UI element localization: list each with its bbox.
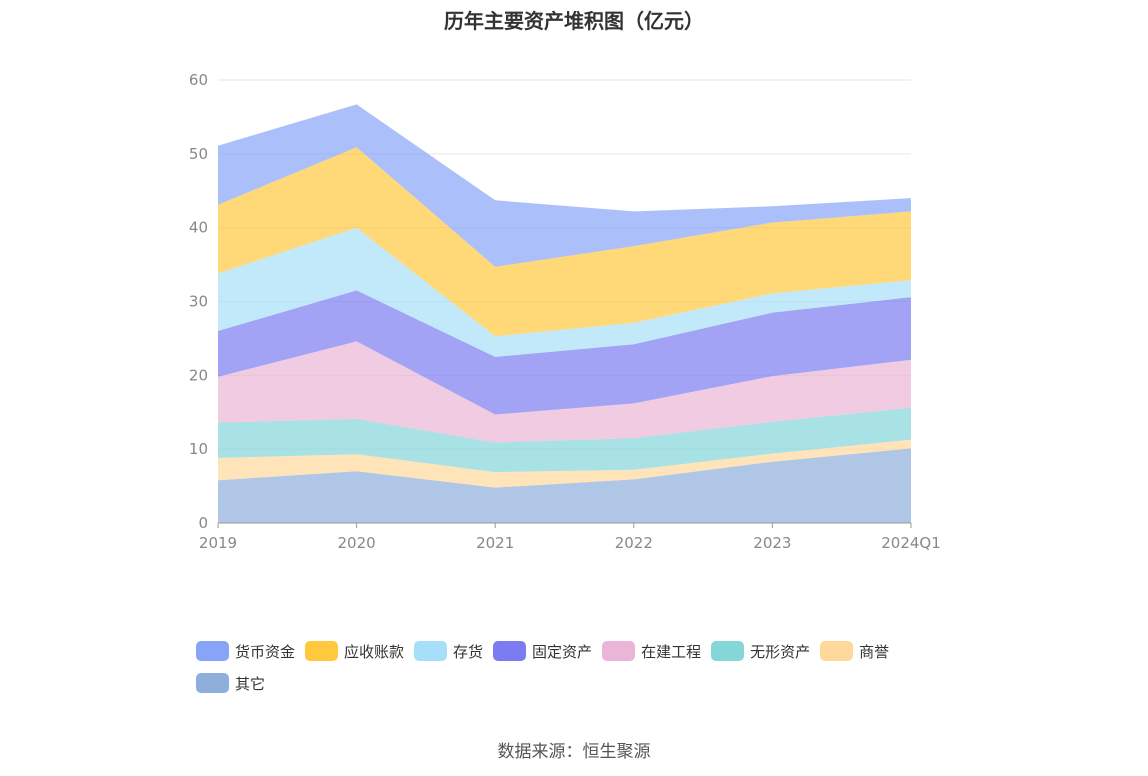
y-tick-label: 10 bbox=[189, 440, 208, 458]
legend-label: 无形资产 bbox=[750, 642, 811, 661]
area-固定资产 bbox=[218, 290, 911, 415]
area-无形资产 bbox=[218, 407, 911, 473]
legend-item[interactable]: 货币资金 bbox=[196, 640, 295, 662]
x-tick-label: 2024Q1 bbox=[881, 534, 941, 552]
x-tick-label: 2021 bbox=[476, 534, 514, 552]
x-tick-label: 2022 bbox=[615, 534, 653, 552]
legend-label: 固定资产 bbox=[532, 642, 593, 661]
legend-label: 应收账款 bbox=[344, 642, 405, 661]
legend-item[interactable]: 固定资产 bbox=[493, 640, 592, 662]
legend: 货币资金 应收账款 存货 固定资产 在建工程 无形资产 商誉其它 bbox=[196, 640, 976, 694]
legend-item[interactable]: 其它 bbox=[196, 672, 265, 694]
legend-swatch bbox=[196, 673, 229, 693]
x-tick-label: 2023 bbox=[753, 534, 791, 552]
area-其它 bbox=[218, 448, 911, 523]
legend-swatch bbox=[196, 641, 229, 661]
legend-item[interactable]: 在建工程 bbox=[602, 640, 701, 662]
legend-label: 商誉 bbox=[859, 642, 890, 661]
area-series bbox=[218, 104, 911, 523]
y-tick-label: 20 bbox=[189, 366, 208, 384]
area-存货 bbox=[218, 227, 911, 357]
legend-label: 存货 bbox=[453, 642, 484, 661]
legend-item[interactable]: 存货 bbox=[414, 640, 483, 662]
legend-swatch bbox=[414, 641, 448, 661]
x-tick-label: 2019 bbox=[199, 534, 237, 552]
legend-item[interactable]: 应收账款 bbox=[305, 640, 404, 662]
y-tick-label: 60 bbox=[189, 71, 208, 89]
legend-label: 货币资金 bbox=[235, 642, 296, 661]
legend-item[interactable]: 商誉 bbox=[820, 640, 889, 662]
area-货币资金 bbox=[218, 104, 911, 267]
legend-label: 在建工程 bbox=[641, 642, 702, 661]
legend-swatch bbox=[711, 641, 745, 661]
legend-swatch bbox=[493, 641, 527, 661]
y-tick-label: 40 bbox=[189, 219, 208, 237]
y-tick-label: 30 bbox=[189, 293, 208, 311]
legend-label: 其它 bbox=[235, 674, 266, 693]
x-tick-label: 2020 bbox=[338, 534, 376, 552]
area-在建工程 bbox=[218, 341, 911, 443]
legend-swatch bbox=[602, 641, 636, 661]
legend-swatch bbox=[305, 641, 339, 661]
source-text: 数据来源：恒生聚源 bbox=[497, 742, 651, 762]
axes: 0 10 20 30 40 50 60 2019 2020 2021 2022 2023 2024Q1 bbox=[189, 71, 941, 552]
area-商誉 bbox=[218, 439, 911, 488]
y-tick-label: 0 bbox=[198, 514, 208, 532]
legend-item[interactable]: 无形资产 bbox=[711, 640, 810, 662]
area-应收账款 bbox=[218, 147, 911, 337]
chart-title: 历年主要资产堆积图（亿元） bbox=[444, 9, 704, 33]
y-tick-label: 50 bbox=[189, 145, 208, 163]
legend-swatch bbox=[820, 641, 854, 661]
